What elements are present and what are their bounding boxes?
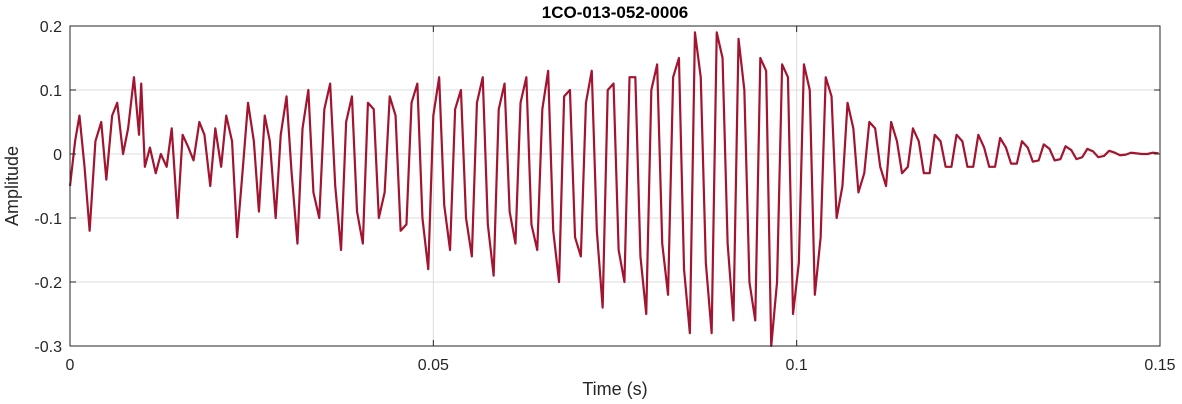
y-tick-label: 0.1	[40, 83, 62, 100]
y-axis-label: Amplitude	[2, 146, 22, 226]
grid-lines	[70, 26, 1160, 346]
y-tick-label: 0.2	[40, 19, 62, 36]
x-tick-label: 0.1	[786, 357, 808, 374]
x-tick-label: 0.15	[1144, 357, 1175, 374]
x-tick-label: 0	[66, 357, 75, 374]
x-tick-label: 0.05	[418, 357, 449, 374]
axes-box	[69, 25, 1161, 347]
axis-ticks: 0 0.05 0.1 0.15 -0.3 -0.2 -0.1 0 0.1 0.2	[34, 19, 1175, 374]
y-tick-label: 0	[53, 147, 62, 164]
plot-area	[70, 26, 1160, 346]
chart-title: 1CO-013-052-0006	[542, 3, 688, 22]
y-tick-label: -0.1	[34, 211, 62, 228]
y-tick-label: -0.2	[34, 275, 62, 292]
y-tick-label: -0.3	[34, 339, 62, 356]
x-axis-label: Time (s)	[582, 379, 647, 399]
series-group	[68, 31, 1159, 348]
series-line	[68, 31, 1159, 348]
